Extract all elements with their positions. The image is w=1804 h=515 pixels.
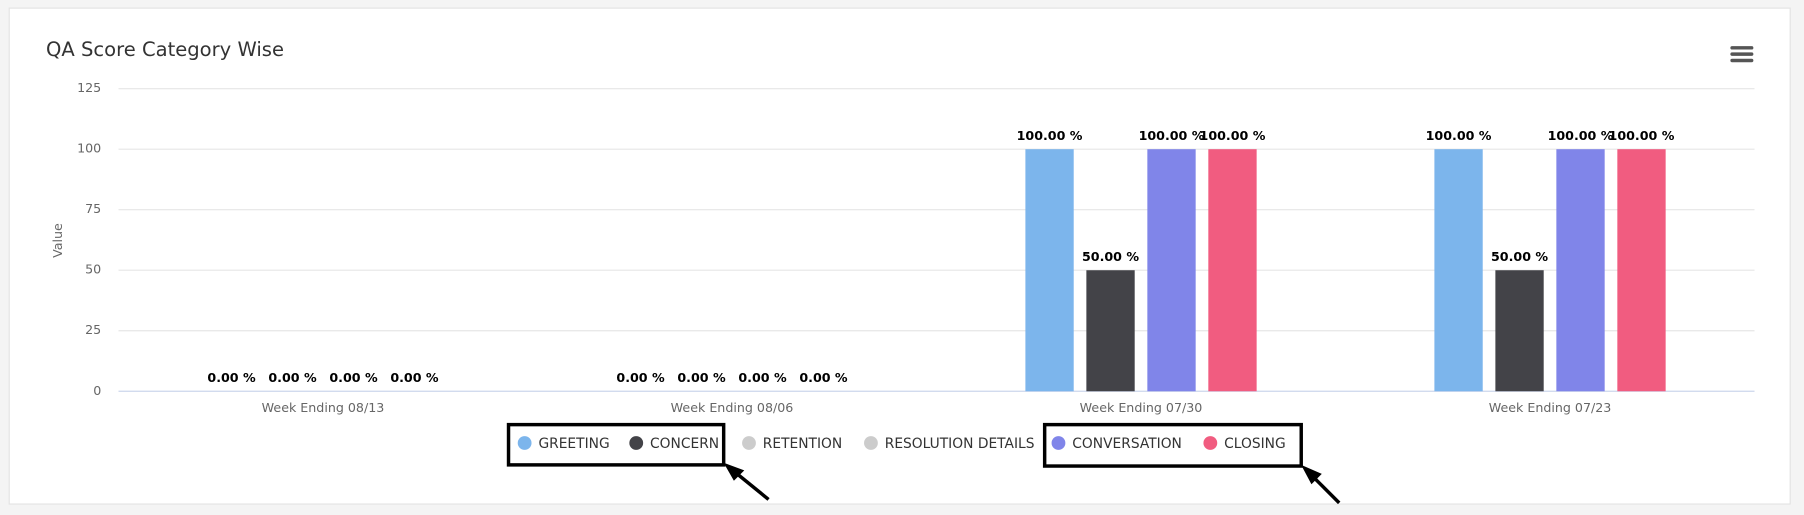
legend-marker xyxy=(864,436,878,450)
legend-item[interactable]: RETENTION xyxy=(763,436,842,452)
x-tick-label: Week Ending 07/23 xyxy=(1489,400,1612,415)
legend-item[interactable]: CONVERSATION xyxy=(1072,436,1182,452)
y-tick-label: 50 xyxy=(85,262,101,277)
bar xyxy=(1147,149,1196,392)
data-label: 0.00 % xyxy=(329,370,378,385)
data-label: 0.00 % xyxy=(616,370,665,385)
bar xyxy=(1556,149,1605,392)
bar xyxy=(1495,270,1544,392)
data-label: 0.00 % xyxy=(268,370,317,385)
data-label: 0.00 % xyxy=(738,370,787,385)
data-label: 100.00 % xyxy=(1609,128,1675,143)
card xyxy=(8,7,1791,505)
data-label: 0.00 % xyxy=(207,370,256,385)
data-label: 100.00 % xyxy=(1017,128,1083,143)
chart-title: QA Score Category Wise xyxy=(46,38,284,61)
x-tick-label: Week Ending 08/06 xyxy=(671,400,794,415)
bar xyxy=(1025,149,1074,392)
x-tick-label: Week Ending 08/13 xyxy=(262,400,385,415)
y-tick-label: 0 xyxy=(93,383,101,398)
legend-marker xyxy=(629,436,644,450)
data-label: 0.00 % xyxy=(677,370,726,385)
annotations xyxy=(506,422,1341,505)
data-label: 100.00 % xyxy=(1139,128,1205,143)
legend-marker xyxy=(517,436,532,450)
x-tick-label: Week Ending 07/30 xyxy=(1080,400,1203,415)
y-axis-label: Value xyxy=(50,223,65,258)
legend-marker xyxy=(742,436,756,450)
data-label: 50.00 % xyxy=(1082,249,1139,264)
data-label: 100.00 % xyxy=(1426,128,1492,143)
y-tick-label: 75 xyxy=(85,201,101,216)
menu-button[interactable] xyxy=(1730,46,1754,63)
legend-marker xyxy=(1051,436,1066,450)
data-label: 100.00 % xyxy=(1200,128,1266,143)
legend-item[interactable]: CLOSING xyxy=(1224,436,1286,452)
legend-item[interactable]: CONCERN xyxy=(650,436,719,452)
legend-item[interactable]: GREETING xyxy=(538,436,609,452)
data-label: 0.00 % xyxy=(390,370,439,385)
legend-item[interactable]: RESOLUTION DETAILS xyxy=(885,436,1035,452)
bar xyxy=(1617,149,1666,392)
y-tick-label: 25 xyxy=(85,322,101,337)
legend-marker xyxy=(1203,436,1218,450)
bar xyxy=(1086,270,1135,392)
y-tick-label: 125 xyxy=(77,80,101,95)
data-label: 0.00 % xyxy=(799,370,848,385)
data-label: 50.00 % xyxy=(1491,249,1548,264)
bar xyxy=(1434,149,1483,392)
bar xyxy=(1208,149,1257,392)
data-label: 100.00 % xyxy=(1548,128,1614,143)
y-tick-label: 100 xyxy=(77,141,101,156)
